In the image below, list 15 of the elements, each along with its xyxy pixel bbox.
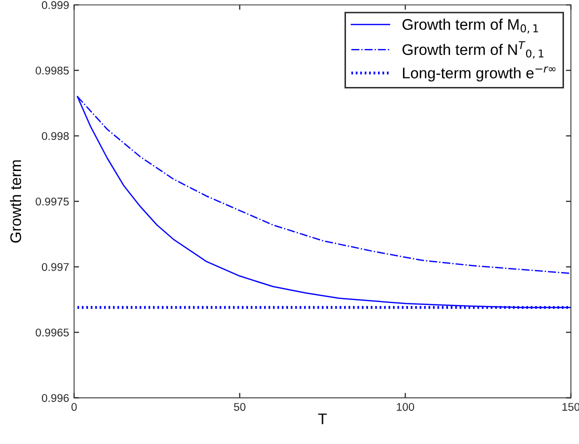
x-tick-label: 0 [71,402,77,411]
legend-label: Growth term of M$_{0,1}$ [402,18,538,34]
y-tick-label: 0.997 [42,263,69,271]
x-axis-title: T [318,414,327,424]
y-tick-label: 0.9965 [36,328,69,336]
x-tick-label: 50 [234,402,246,411]
legend-label: Growth term of N$^{T}$$_{0,1}$ [402,41,544,59]
y-tick-label: 0.9975 [36,198,69,206]
y-tick-label: 0.998 [42,132,69,140]
y-tick-label: 0.996 [42,394,69,402]
y-axis-title: Growth term [10,160,22,243]
x-tick-label: 100 [396,402,414,411]
y-tick-label: 0.999 [42,1,69,10]
legend-label: Long-term growth e$^{−r∞}$ [403,66,556,82]
y-tick-label: 0.9985 [36,66,69,75]
